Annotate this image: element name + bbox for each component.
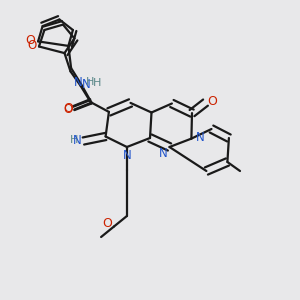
- Text: O: O: [207, 94, 217, 108]
- Text: O: O: [28, 39, 37, 52]
- Text: N: N: [122, 149, 131, 162]
- Text: H: H: [70, 135, 79, 145]
- Text: H: H: [93, 78, 101, 88]
- Text: N: N: [73, 134, 82, 147]
- Text: O: O: [63, 102, 73, 116]
- Text: O: O: [63, 103, 72, 116]
- Text: N: N: [74, 76, 83, 89]
- Text: N: N: [195, 130, 204, 144]
- Text: O: O: [103, 217, 112, 230]
- Text: N: N: [82, 77, 91, 91]
- Text: N: N: [159, 147, 168, 160]
- Text: O: O: [26, 34, 35, 47]
- Text: H: H: [86, 76, 94, 87]
